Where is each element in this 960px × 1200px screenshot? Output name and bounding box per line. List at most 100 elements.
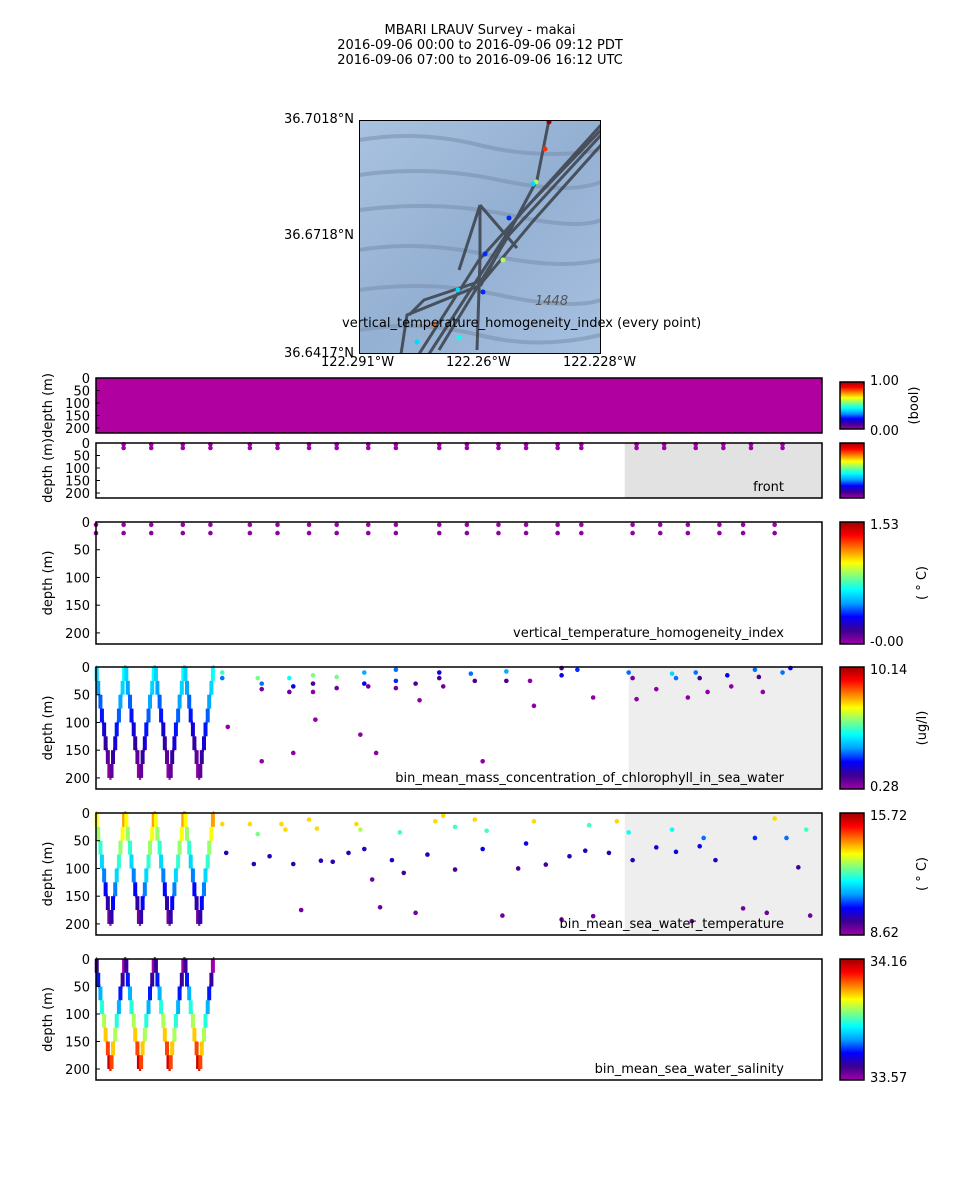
data-point (685, 522, 691, 528)
panel-label: front (753, 480, 784, 495)
data-point (318, 858, 324, 863)
y-tick-label: 50 (73, 450, 90, 465)
axes-frame (95, 442, 823, 499)
data-point (362, 681, 367, 686)
map-sample-point (430, 321, 436, 327)
colorbar-min-label: 0.00 (870, 424, 899, 439)
panel-5: 0 50 100 150 200 depth (m) bin_mean_sea_water_… (41, 953, 907, 1086)
data-point (500, 913, 505, 918)
data-point (219, 821, 225, 827)
data-point (701, 835, 706, 841)
data-point (760, 689, 766, 695)
y-tick-label: 150 (65, 475, 90, 490)
y-tick-label: 0 (82, 953, 90, 968)
data-point (365, 522, 371, 528)
data-point (365, 684, 371, 689)
data-point (365, 445, 371, 451)
data-point (148, 522, 154, 528)
data-point (290, 750, 296, 756)
map-sample-point (542, 146, 548, 152)
colorbar-units-label: (ug/l) (915, 711, 930, 746)
map-sample-point (456, 335, 462, 341)
data-point (752, 835, 758, 841)
data-point (401, 870, 407, 876)
map-sample-point (506, 215, 512, 221)
data-point (290, 861, 296, 867)
data-point (283, 827, 288, 832)
data-point (393, 522, 399, 528)
colorbar (839, 666, 865, 790)
data-point (468, 671, 474, 676)
data-point (180, 445, 186, 451)
data-point (180, 530, 186, 536)
data-point (693, 670, 699, 675)
colorbar (839, 521, 865, 645)
map-sample-point (500, 257, 506, 263)
y-tick-label: 150 (65, 890, 90, 905)
data-point (279, 821, 284, 827)
data-point (208, 522, 213, 528)
data-point (287, 689, 292, 695)
data-point (393, 678, 399, 684)
data-point (780, 445, 785, 451)
map-sample-point (455, 287, 461, 293)
data-point (417, 697, 422, 703)
data-point (693, 445, 699, 451)
colorbar (839, 381, 865, 430)
data-point (559, 673, 564, 678)
map-sample-point (414, 339, 420, 345)
y-tick-label: 100 (65, 716, 90, 731)
axes-frame (95, 666, 823, 790)
panel-label: bin_mean_sea_water_salinity (595, 1062, 785, 1077)
data-point (330, 859, 336, 865)
colorbar-min-label: 8.62 (870, 926, 899, 941)
panel-2: 0 50 100 150 200 depth (m) vertical_temperatur… (41, 516, 930, 650)
data-point (306, 522, 312, 528)
data-point (219, 670, 225, 675)
data-point (717, 530, 722, 536)
data-point (354, 821, 359, 827)
data-point (267, 853, 272, 859)
y-axis-label: depth (m) (41, 438, 56, 503)
data-point (523, 530, 529, 536)
data-point (582, 848, 588, 854)
contour-label: 1448 (535, 294, 568, 309)
map-sample-point (546, 120, 552, 125)
data-point (717, 522, 722, 528)
data-point (251, 861, 257, 867)
axes-frame (95, 377, 823, 434)
data-point (713, 857, 718, 863)
data-point (740, 906, 746, 911)
data-point (567, 853, 572, 859)
data-point (634, 445, 639, 451)
data-point (219, 675, 225, 681)
data-point (362, 670, 367, 675)
y-tick-label: 0 (82, 661, 90, 676)
y-axis-label: depth (m) (41, 373, 56, 438)
vehicle-track (399, 120, 601, 354)
y-axis-label: depth (m) (41, 696, 56, 761)
data-point (464, 445, 470, 451)
data-point (496, 445, 501, 451)
shaded-region (628, 667, 822, 789)
map-sample-point (482, 251, 488, 257)
data-point (472, 678, 478, 684)
data-point (496, 530, 501, 536)
track-map: 1448 (359, 120, 601, 354)
y-axis-label: depth (m) (41, 551, 56, 616)
y-tick-label: 200 (65, 918, 90, 933)
data-point (579, 530, 584, 536)
y-tick-label: 150 (65, 599, 90, 614)
data-point (673, 849, 679, 855)
y-tick-label: 50 (73, 544, 90, 559)
lat-tick: 36.7018°N (284, 112, 354, 127)
panel-label: bin_mean_mass_concentration_of_chlorophy… (395, 771, 784, 786)
data-point (697, 843, 702, 849)
y-tick-label: 200 (65, 422, 90, 437)
data-point (515, 866, 521, 871)
colorbar (839, 958, 865, 1081)
data-point (705, 689, 710, 695)
data-point (630, 857, 635, 863)
data-point (373, 750, 379, 756)
